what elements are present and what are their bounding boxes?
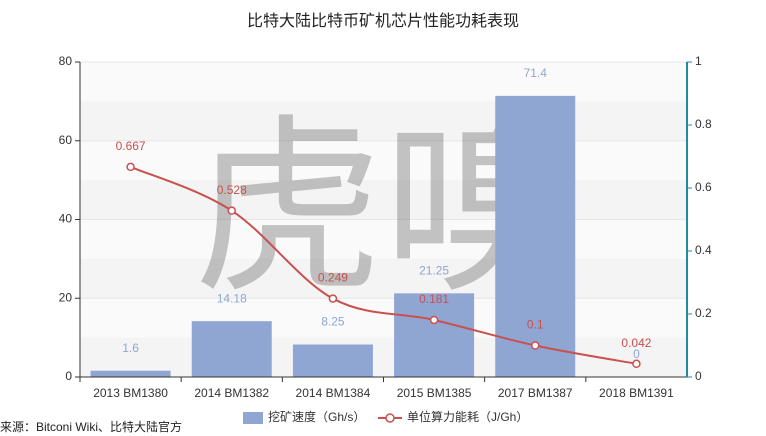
line-value-label: 0.528 xyxy=(217,183,247,197)
bar-value-label: 14.18 xyxy=(217,291,247,305)
bar xyxy=(90,370,171,377)
bar-value-label: 8.25 xyxy=(321,315,345,329)
y-tick-label: 40 xyxy=(59,212,73,226)
x-tick-label: 2014 BM1382 xyxy=(194,386,269,400)
line-value-label: 0.1 xyxy=(527,318,544,332)
x-tick-label: 2015 BM1385 xyxy=(397,386,472,400)
legend-label: 单位算力能耗（J/Gh） xyxy=(407,409,528,424)
y2-tick-label: 0.4 xyxy=(695,243,712,257)
bar xyxy=(191,321,272,377)
line-value-label: 0.042 xyxy=(621,336,651,350)
source: 来源：Bitconi Wiki、比特大陆官方 xyxy=(0,419,182,434)
x-tick-label: 2018 BM1391 xyxy=(599,386,674,400)
legend-swatch xyxy=(385,413,395,423)
y2-tick-label: 0 xyxy=(695,369,702,383)
y2-tick-label: 1 xyxy=(695,54,702,68)
y2-tick-label: 0.8 xyxy=(695,117,712,131)
legend-swatch xyxy=(243,412,263,424)
line-point xyxy=(632,359,641,369)
bar-value-label: 1.6 xyxy=(122,341,139,355)
bar xyxy=(394,293,475,377)
line-point xyxy=(126,162,135,172)
line-value-label: 0.249 xyxy=(318,271,348,285)
y-tick-label: 80 xyxy=(59,54,73,68)
line-value-label: 0.181 xyxy=(419,292,449,306)
x-tick-label: 2013 BM1380 xyxy=(93,386,168,400)
x-tick-label: 2017 BM1387 xyxy=(498,386,573,400)
chart-title: 比特大陆比特币矿机芯片性能功耗表现 xyxy=(247,12,519,30)
bar-value-label: 71.4 xyxy=(524,66,548,80)
y-tick-label: 60 xyxy=(59,133,73,147)
y-tick-label: 0 xyxy=(65,369,72,383)
legend-label: 挖矿速度（Gh/s） xyxy=(268,409,365,424)
y2-tick-label: 0.6 xyxy=(695,180,712,194)
line-value-label: 0.667 xyxy=(116,139,146,153)
bar-value-label: 21.25 xyxy=(419,264,449,278)
bar xyxy=(495,95,576,378)
line-point xyxy=(227,206,236,215)
line-point xyxy=(531,341,540,350)
x-tick-label: 2014 BM1384 xyxy=(296,386,371,400)
y-tick-label: 20 xyxy=(59,290,73,304)
line-point xyxy=(429,315,439,325)
bar-value-label: 0 xyxy=(633,347,640,361)
line xyxy=(130,165,637,365)
y2-tick-label: 0.2 xyxy=(695,306,712,320)
bar xyxy=(292,344,373,377)
line-point xyxy=(328,294,338,303)
